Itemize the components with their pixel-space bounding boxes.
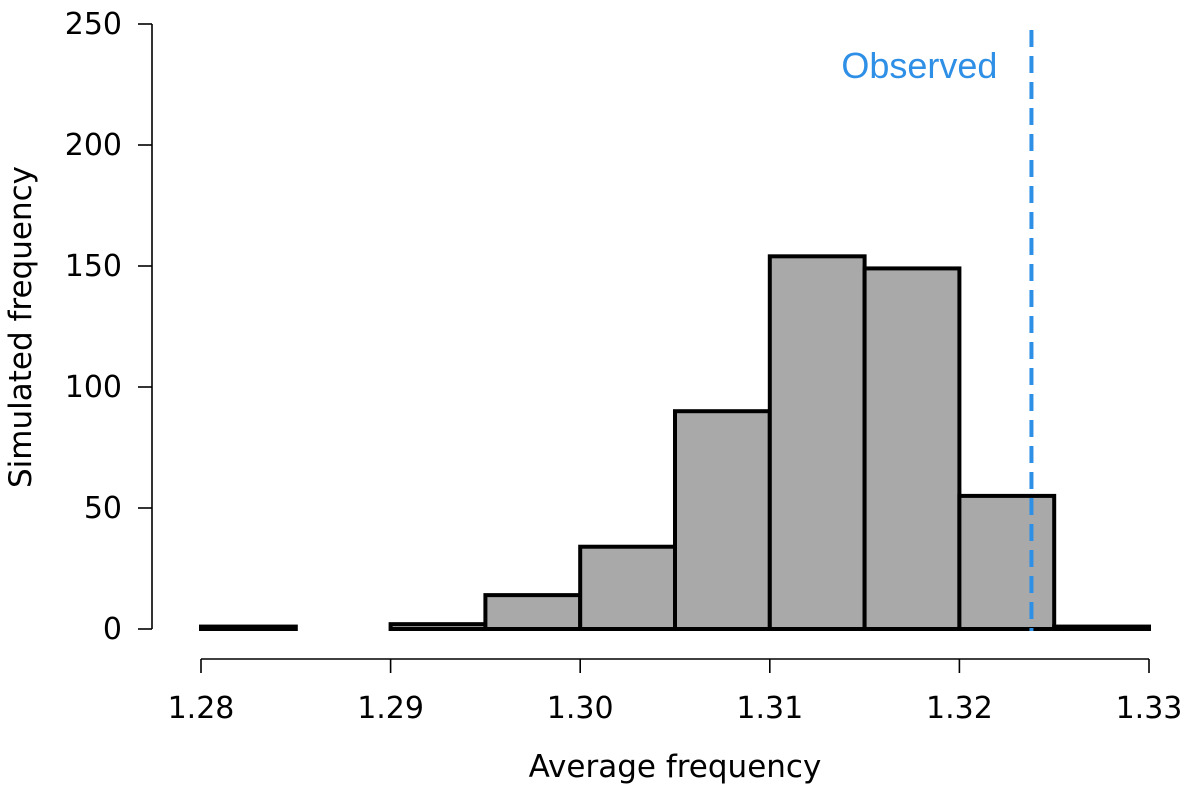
- x-ticks: 1.28 1.29 1.30 1.31 1.32 1.33: [168, 659, 1183, 726]
- histogram-bar: [483, 593, 583, 631]
- observed-label: Observed: [841, 45, 997, 86]
- histogram-bar: [578, 544, 678, 631]
- histogram-bar: [388, 622, 488, 631]
- x-axis-title: Average frequency: [529, 749, 822, 785]
- histogram-bar: [1052, 624, 1151, 632]
- y-axis-title: Simulated frequency: [3, 166, 39, 488]
- x-tick-label: 1.29: [357, 691, 424, 726]
- y-axis: 0 50 100 150 200 250: [65, 7, 153, 647]
- histogram-bar: [957, 493, 1057, 631]
- histogram-bar: [862, 266, 962, 631]
- histogram-bar: [199, 624, 298, 632]
- y-tick-label: 200: [65, 128, 122, 163]
- x-tick-label: 1.31: [736, 691, 803, 726]
- x-tick-label: 1.28: [168, 691, 235, 726]
- x-tick-label: 1.32: [926, 691, 993, 726]
- histogram-bar: [673, 409, 772, 632]
- x-tick-label: 1.33: [1116, 691, 1183, 726]
- y-tick-label: 250: [65, 7, 122, 42]
- x-axis: 1.28 1.29 1.30 1.31 1.32 1.33: [168, 658, 1183, 726]
- y-tick-label: 50: [84, 491, 122, 526]
- y-tick-label: 0: [103, 612, 122, 647]
- x-tick-label: 1.30: [547, 691, 614, 726]
- observed-marker: Observed: [841, 30, 1034, 631]
- y-tick-label: 150: [65, 249, 122, 284]
- y-ticks: 0 50 100 150 200 250: [65, 7, 152, 647]
- bars: [199, 254, 1151, 632]
- y-tick-label: 100: [65, 370, 122, 405]
- histogram-bar: [767, 254, 867, 631]
